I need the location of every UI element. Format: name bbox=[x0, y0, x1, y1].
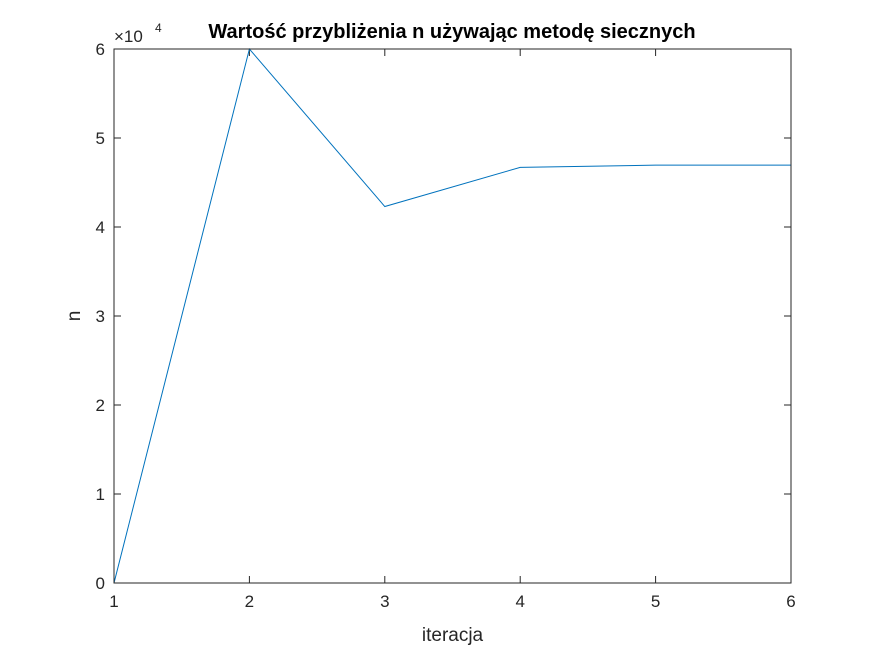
x-tick-label: 3 bbox=[380, 592, 389, 611]
x-tick-label: 4 bbox=[515, 592, 524, 611]
x-tick-label: 1 bbox=[109, 592, 118, 611]
x-tick-label: 5 bbox=[651, 592, 660, 611]
y-tick-label: 3 bbox=[96, 307, 105, 326]
y-tick-label: 2 bbox=[96, 396, 105, 415]
y-tick-label: 0 bbox=[96, 574, 105, 593]
y-tick-label: 1 bbox=[96, 485, 105, 504]
x-axis-label: iteracja bbox=[422, 625, 484, 646]
y-tick-label: 5 bbox=[96, 129, 105, 148]
x-tick-label: 6 bbox=[786, 592, 795, 611]
series-line bbox=[113, 47, 791, 584]
y-exponent-power: 4 bbox=[155, 21, 162, 35]
chart-title: Wartość przybliżenia n używając metodę s… bbox=[208, 21, 695, 43]
y-axis-label: n bbox=[64, 311, 85, 322]
y-tick-label: 4 bbox=[96, 218, 105, 237]
y-exponent-label: ×10 bbox=[114, 27, 143, 46]
series-lines bbox=[113, 47, 791, 584]
plot-area bbox=[114, 49, 791, 583]
axes-box bbox=[113, 48, 792, 584]
x-tick-label: 2 bbox=[245, 592, 254, 611]
y-tick-label: 6 bbox=[96, 40, 105, 59]
